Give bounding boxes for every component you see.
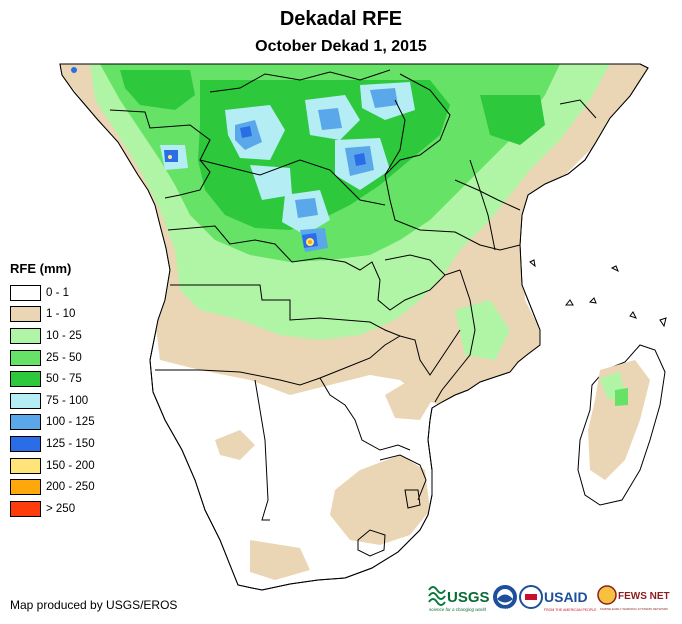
legend-label: 10 - 25 xyxy=(46,329,82,342)
usgs-logo: USGS science for a changing world xyxy=(428,586,490,612)
legend-item: 0 - 1 xyxy=(10,282,140,304)
map-title: Dekadal RFE xyxy=(279,8,403,30)
legend-item: 50 - 75 xyxy=(10,368,140,390)
legend-label: 50 - 75 xyxy=(46,373,82,386)
madagascar xyxy=(577,344,666,506)
legend-swatch xyxy=(10,500,41,517)
legend-swatch xyxy=(10,349,41,366)
legend-label: > 250 xyxy=(46,502,76,515)
legend-swatch xyxy=(10,327,41,344)
legend-item: 10 - 25 xyxy=(10,325,140,347)
legend-swatch xyxy=(10,414,41,431)
legend-swatch xyxy=(10,392,41,409)
legend-swatch xyxy=(10,371,41,388)
legend-swatch xyxy=(10,435,41,452)
legend-swatch xyxy=(10,306,41,323)
fews-net-tagline: FAMINE EARLY WARNING SYSTEMS NETWORK xyxy=(600,607,668,611)
rainfall-shading xyxy=(60,64,648,580)
legend-item: 1 - 10 xyxy=(10,304,140,326)
legend-item: 100 - 125 xyxy=(10,412,140,434)
legend-label: 150 - 200 xyxy=(46,459,95,472)
legend-swatch xyxy=(10,479,41,496)
fews-net-logo: FEWS NET FAMINE EARLY WARNING SYSTEMS NE… xyxy=(597,585,670,611)
noaa-logo: NOAA xyxy=(493,585,517,611)
noaa-logo-text: NOAA xyxy=(501,607,510,611)
legend-label: 75 - 100 xyxy=(46,394,89,407)
legend-item: 125 - 150 xyxy=(10,433,140,455)
agency-logos: USGS science for a changing world NOAA U… xyxy=(428,585,670,612)
legend-item: 75 - 100 xyxy=(10,390,140,412)
islands xyxy=(529,259,667,328)
legend-swatch xyxy=(10,284,41,301)
legend-title: RFE (mm) xyxy=(10,261,72,276)
usaid-logo: USAID FROM THE AMERICAN PEOPLE xyxy=(519,585,597,612)
usaid-tagline: FROM THE AMERICAN PEOPLE xyxy=(544,608,597,612)
legend-label: 125 - 150 xyxy=(46,437,95,450)
legend-label: 1 - 10 xyxy=(46,308,76,321)
legend: RFE (mm) 0 - 1 1 - 10 10 - 25 25 - 50 50… xyxy=(10,261,140,520)
legend-label: 100 - 125 xyxy=(46,416,95,429)
usaid-logo-text: USAID xyxy=(544,589,588,605)
legend-item: 200 - 250 xyxy=(10,476,140,498)
country-borders xyxy=(59,63,649,591)
map-credit: Map produced by USGS/EROS xyxy=(10,598,178,612)
legend-label: 0 - 1 xyxy=(46,286,70,299)
usgs-tagline: science for a changing world xyxy=(429,607,487,612)
legend-item: 25 - 50 xyxy=(10,347,140,369)
fews-net-logo-text: FEWS NET xyxy=(618,591,670,602)
legend-label: 25 - 50 xyxy=(46,351,82,364)
legend-label: 200 - 250 xyxy=(46,481,95,494)
legend-item: 150 - 200 xyxy=(10,455,140,477)
map-subtitle: October Dekad 1, 2015 xyxy=(255,38,427,55)
legend-swatch xyxy=(10,457,41,474)
usgs-logo-text: USGS xyxy=(447,589,490,606)
legend-item: > 250 xyxy=(10,498,140,520)
